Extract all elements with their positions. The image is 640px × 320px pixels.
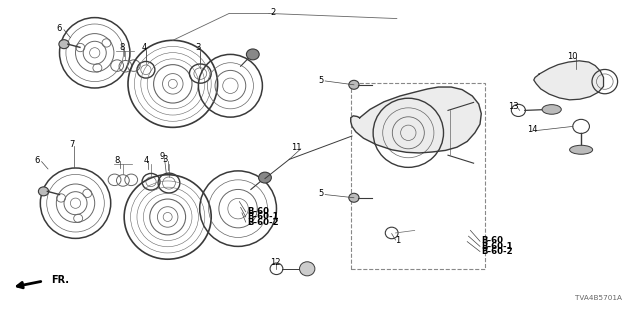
Text: 9: 9	[159, 152, 164, 161]
Ellipse shape	[570, 145, 593, 154]
Ellipse shape	[259, 172, 271, 183]
Text: 4: 4	[143, 156, 148, 164]
Text: 13: 13	[508, 102, 518, 111]
Ellipse shape	[349, 193, 359, 202]
Text: B-60: B-60	[248, 207, 269, 216]
Ellipse shape	[59, 40, 69, 49]
Text: B-60-1: B-60-1	[481, 242, 513, 251]
Ellipse shape	[246, 49, 259, 60]
Text: FR.: FR.	[51, 275, 69, 285]
Text: 1: 1	[396, 236, 401, 245]
Text: 6: 6	[56, 24, 61, 33]
Text: 8: 8	[119, 43, 124, 52]
Text: TVA4B5701A: TVA4B5701A	[575, 295, 622, 301]
Polygon shape	[534, 61, 604, 100]
Text: 12: 12	[270, 258, 280, 267]
Ellipse shape	[542, 105, 561, 114]
Text: B-60-2: B-60-2	[481, 247, 513, 256]
Ellipse shape	[300, 262, 315, 276]
Text: 4: 4	[141, 43, 147, 52]
Text: 11: 11	[291, 143, 301, 152]
Polygon shape	[351, 87, 481, 153]
Text: 3: 3	[163, 155, 168, 164]
Ellipse shape	[38, 187, 49, 196]
Text: B-60-2: B-60-2	[248, 218, 279, 227]
Text: 5: 5	[319, 189, 324, 198]
Text: 10: 10	[568, 52, 578, 60]
Ellipse shape	[349, 80, 359, 89]
Text: 8: 8	[115, 156, 120, 164]
Text: 2: 2	[270, 8, 275, 17]
Text: 14: 14	[527, 125, 538, 134]
Text: B-60-1: B-60-1	[248, 212, 279, 221]
Text: 5: 5	[319, 76, 324, 84]
Text: 3: 3	[196, 43, 201, 52]
Text: 6: 6	[35, 156, 40, 165]
Text: B-60: B-60	[481, 236, 503, 245]
Text: 7: 7	[70, 140, 75, 149]
